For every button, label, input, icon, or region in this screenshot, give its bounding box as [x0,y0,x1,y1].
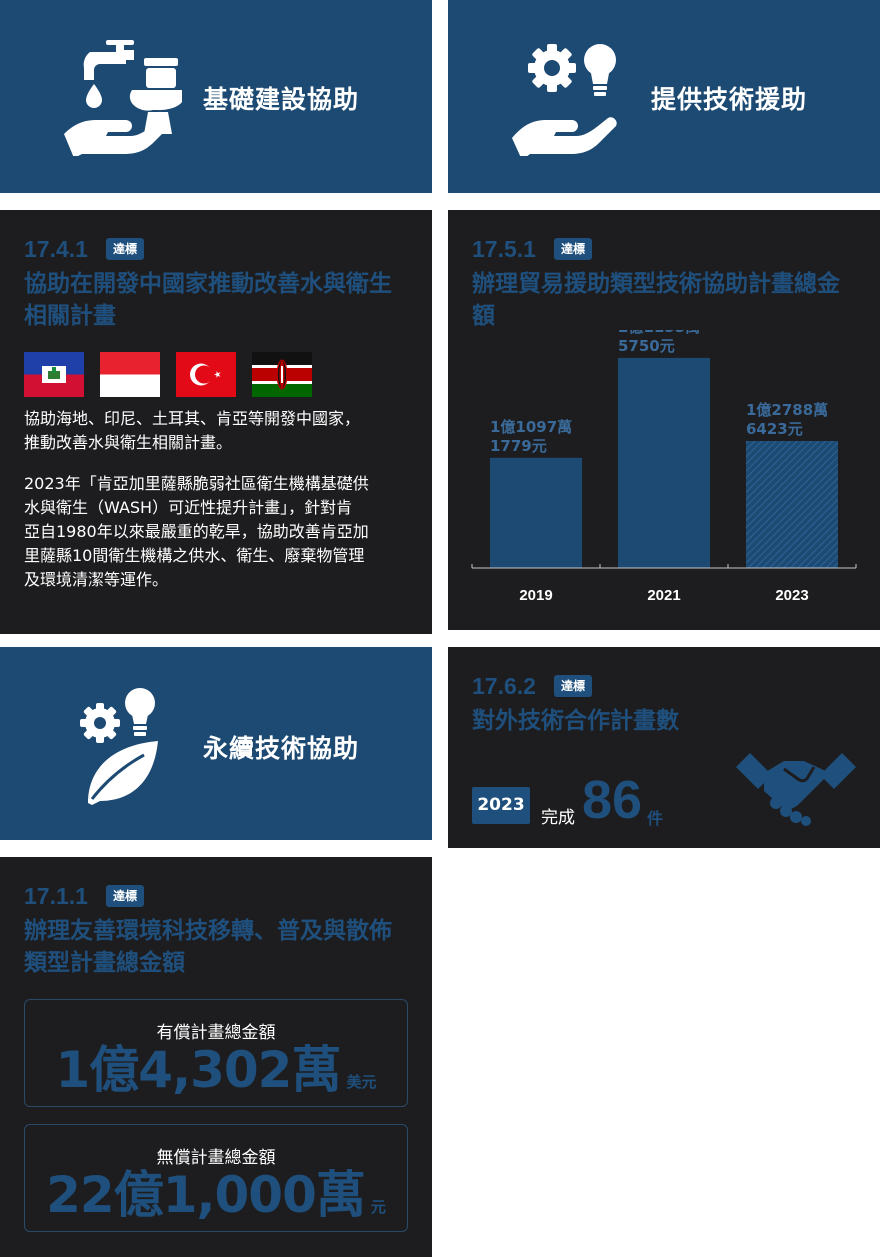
turkey-flag [176,352,236,397]
chart-x-tick-label: 2019 [519,587,552,604]
indicator-description: 2023年「肯亞加里薩縣脆弱社區衛生機構基礎供 水與衛生（WASH）可近性提升計… [24,472,414,592]
count-unit: 件 [647,809,664,828]
paid-amount-value: 1億4,302萬 美元 [25,1038,407,1114]
chart-bar-2023 [746,440,838,568]
indicator-17-6-2-card: 17.6.2 達標 對外技術合作計畫數 2023 完成 86 件 [448,647,880,848]
amount-number: 22億1,000萬 [46,1166,366,1224]
chart-data-label: 1億1097萬 [490,418,572,436]
indicator-title-line: 相關計畫 [24,303,116,329]
chart-x-tick-label: 2021 [647,587,680,604]
description-line: 協助海地、印尼、土耳其、肯亞等開發中國家， [24,409,361,428]
paid-amount-box: 有償計畫總金額 1億4,302萬 美元 [24,999,408,1107]
indicator-code: 17.1.1 [24,883,88,909]
indicator-code: 17.6.2 [472,673,536,699]
amount-unit: 美元 [346,1073,377,1091]
indicator-title-line: 辦理貿易援助類型技術協助計畫總金 [472,271,840,297]
chart-data-label: 2億1155萬 [618,330,700,336]
haiti-flag [24,352,84,397]
hero-title: 永續技術協助 [203,734,360,763]
kenya-flag [252,352,312,397]
project-count: 86 [582,770,643,830]
amount-number: 1億4,302萬 [55,1041,342,1099]
status-badge: 達標 [106,238,145,260]
paid-amount-label: 有償計畫總金額 [156,1023,276,1043]
status-badge: 達標 [554,238,593,260]
description-line: 2023年「肯亞加里薩縣脆弱社區衛生機構基礎供 [24,474,369,493]
chart-data-label: 5750元 [618,337,675,355]
chart-bar-2021 [618,357,710,568]
indicator-title: 協助在開發中國家推動改善水與衛生 相關計畫 [24,268,392,332]
handshake-icon [736,753,856,826]
description-line: 推動改善水與衛生相關計畫。 [24,433,233,452]
hero-technical-assistance: 提供技術援助 [448,0,880,193]
hero-title: 提供技術援助 [651,85,808,114]
amount-unit: 元 [370,1198,386,1216]
indicator-code: 17.4.1 [24,236,88,262]
year-badge: 2023 [472,787,530,824]
status-badge: 達標 [554,675,593,697]
indicator-title-line: 類型計畫總金額 [24,950,185,976]
indicator-title-line: 辦理友善環境科技移轉、普及與散佈 [24,918,392,944]
description-line: 亞自1980年以來最嚴重的乾旱，協助改善肯亞加 [24,522,369,541]
description-line: 水與衛生（WASH）可近性提升計畫」，針對肯 [24,498,353,517]
gear-bulb-leaf-icon [80,688,158,805]
indicator-17-4-1-card: 17.4.1 達標 協助在開發中國家推動改善水與衛生 相關計畫 協助海地、印尼、… [0,210,432,634]
indicator-title: 辦理友善環境科技移轉、普及與散佈 類型計畫總金額 [24,915,392,979]
indicator-title-line: 額 [472,303,495,329]
indicator-17-5-1-card: 17.5.1 達標 辦理貿易援助類型技術協助計畫總金 額 1億1097萬 1779… [448,210,880,630]
chart-data-label: 6423元 [746,420,803,438]
chart-data-label: 1779元 [490,437,547,455]
chart-bar-2019 [490,457,582,568]
indonesia-flag [100,352,160,397]
indicator-description: 協助海地、印尼、土耳其、肯亞等開發中國家， 推動改善水與衛生相關計畫。 [24,407,414,455]
gear-bulb-hand-icon [512,44,617,156]
hero-sustainable-technology: 永續技術協助 [0,647,432,840]
hero-infrastructure: 基礎建設協助 [0,0,432,193]
indicator-code: 17.5.1 [472,236,536,262]
indicator-title: 辦理貿易援助類型技術協助計畫總金 額 [472,268,840,332]
done-label: 完成 [541,808,575,828]
hero-title: 基礎建設協助 [203,85,360,114]
indicator-17-1-1-card: 17.1.1 達標 辦理友善環境科技移轉、普及與散佈 類型計畫總金額 有償計畫總… [0,857,432,1257]
description-line: 及環境清潔等運作。 [24,570,169,589]
free-amount-box: 無償計畫總金額 22億1,000萬元 [24,1124,408,1232]
indicator-title-line: 協助在開發中國家推動改善水與衛生 [24,271,392,297]
status-badge: 達標 [106,885,145,907]
chart-x-tick-label: 2023 [775,587,808,604]
description-line: 里薩縣10間衛生機構之供水、衛生、廢棄物管理 [24,546,365,565]
free-amount-label: 無償計畫總金額 [156,1148,276,1168]
indicator-title: 對外技術合作計畫數 [472,708,679,734]
water-tap-toilet-hand-icon [64,40,182,156]
free-amount-value: 22億1,000萬元 [25,1163,407,1239]
chart-data-label: 1億2788萬 [746,401,828,419]
